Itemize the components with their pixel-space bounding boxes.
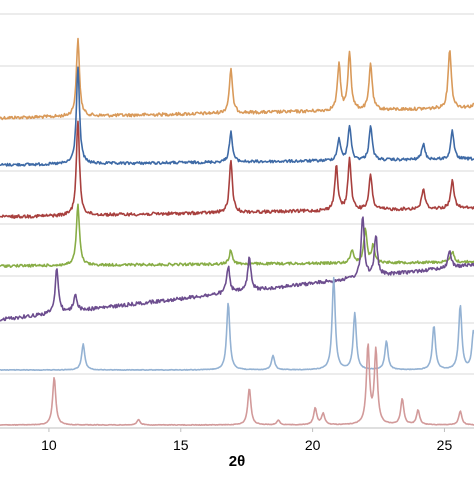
x-axis: 10 15 20 25 — [0, 427, 474, 453]
diffraction-pattern-line — [0, 276, 474, 372]
x-tick-label: 20 — [305, 437, 321, 453]
diffraction-pattern-line — [0, 120, 474, 219]
diffraction-pattern-line — [0, 216, 474, 322]
series-group — [0, 37, 474, 427]
x-tick-label: 10 — [41, 437, 57, 453]
diffraction-pattern-line — [0, 66, 474, 167]
x-tick-label: 25 — [437, 437, 453, 453]
diffraction-pattern-line — [0, 343, 474, 427]
diffraction-pattern-line — [0, 37, 474, 121]
diffraction-pattern-line — [0, 203, 474, 268]
x-axis-label: 2θ — [229, 453, 245, 470]
grid — [0, 13, 474, 375]
x-tick-label: 15 — [173, 437, 189, 453]
